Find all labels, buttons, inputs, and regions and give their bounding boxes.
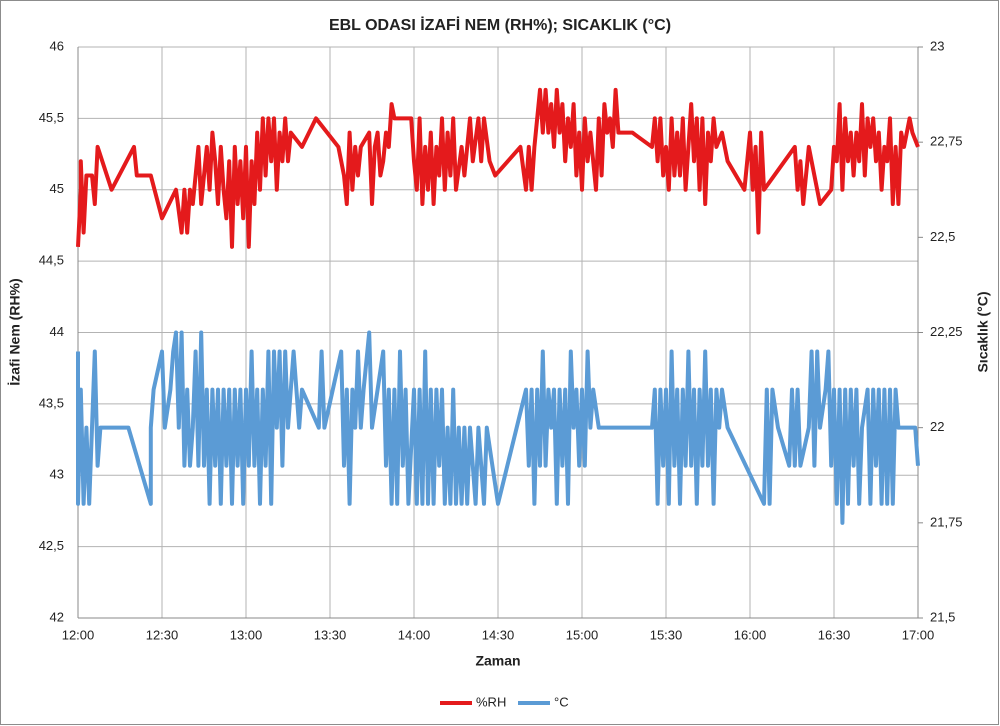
x-tick-label: 12:00 bbox=[62, 627, 95, 642]
legend-label: %RH bbox=[476, 694, 506, 709]
x-tick-label: 14:00 bbox=[398, 627, 431, 642]
legend-label: °C bbox=[554, 694, 569, 709]
chart-title: EBL ODASI İZAFİ NEM (RH%); SICAKLIK (°C) bbox=[329, 16, 671, 34]
y2-tick-label: 21,75 bbox=[930, 514, 963, 529]
y-axis-label: İzafi Nem (RH%) bbox=[7, 278, 23, 385]
y-tick-label: 45,5 bbox=[39, 110, 64, 125]
y2-tick-label: 22,5 bbox=[930, 229, 955, 244]
y2-tick-label: 22,25 bbox=[930, 324, 963, 339]
y2-axis-label: Sıcaklık (°C) bbox=[975, 291, 991, 372]
series-line bbox=[76, 330, 920, 525]
y-tick-label: 44,5 bbox=[39, 253, 64, 268]
x-axis-label: Zaman bbox=[475, 653, 520, 669]
x-tick-label: 12:30 bbox=[146, 627, 179, 642]
y2-tick-label: 21,5 bbox=[930, 609, 955, 624]
y-tick-label: 44 bbox=[50, 324, 64, 339]
x-tick-label: 16:00 bbox=[734, 627, 767, 642]
y-tick-label: 45 bbox=[50, 181, 64, 196]
y-tick-label: 43 bbox=[50, 467, 64, 482]
y2-tick-label: 23 bbox=[930, 38, 944, 53]
x-tick-label: 15:00 bbox=[566, 627, 599, 642]
y2-tick-label: 22,75 bbox=[930, 134, 963, 149]
x-tick-label: 15:30 bbox=[650, 627, 683, 642]
y-tick-label: 42 bbox=[50, 609, 64, 624]
x-tick-label: 16:30 bbox=[818, 627, 851, 642]
x-tick-label: 13:30 bbox=[314, 627, 347, 642]
y2-tick-label: 22 bbox=[930, 419, 944, 434]
series-line bbox=[76, 87, 920, 249]
y-tick-label: 46 bbox=[50, 38, 64, 53]
x-tick-label: 17:00 bbox=[902, 627, 935, 642]
x-tick-label: 14:30 bbox=[482, 627, 515, 642]
y-tick-label: 42,5 bbox=[39, 538, 64, 553]
y-tick-label: 43,5 bbox=[39, 395, 64, 410]
x-tick-label: 13:00 bbox=[230, 627, 263, 642]
